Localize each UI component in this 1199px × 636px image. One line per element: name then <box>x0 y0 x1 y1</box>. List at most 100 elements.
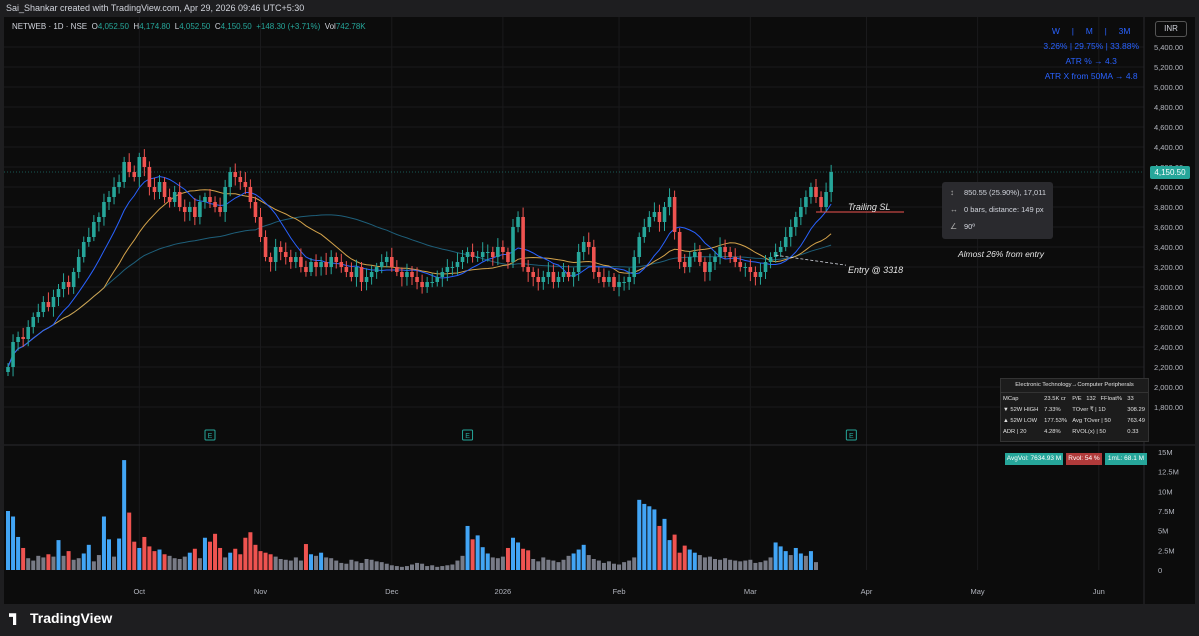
candle-body <box>248 187 253 202</box>
table-cell: FFloat% <box>1100 395 1123 402</box>
price-tick-label: 3,600.00 <box>1154 223 1183 232</box>
candle-body <box>364 277 369 282</box>
price-tick-label: 4,400.00 <box>1154 143 1183 152</box>
candle-body <box>324 262 328 267</box>
candle-body <box>799 207 803 217</box>
entry-line <box>775 254 847 266</box>
volume-bar <box>339 562 344 570</box>
price-volume-chart[interactable]: 5,400.00 5,200.00 5,000.00 4,800.00 4,600.00… <box>4 17 1195 604</box>
candle-body <box>642 227 647 237</box>
period-w: W <box>1051 26 1060 36</box>
volume-bar <box>591 558 596 570</box>
table-cell: 763.49 <box>1127 417 1145 424</box>
volume-bar <box>243 537 248 570</box>
ma-10-line <box>7 175 832 368</box>
onemil-badge: 1mL: 68.1 M <box>1105 453 1147 465</box>
candle-body <box>698 252 702 262</box>
sector-header: Electronic Technology→Computer Periphera… <box>1001 379 1148 393</box>
volume-bar <box>425 566 430 570</box>
candle-body <box>198 202 202 217</box>
candle-body <box>410 272 414 277</box>
volume-bar <box>783 551 788 570</box>
volume-bar <box>516 542 521 570</box>
table-row: ▼ 52W HIGH 7.33% TOver ₹ | 1D 308.29 <box>1001 404 1148 415</box>
table-cell: ADR | 20 <box>1003 428 1027 435</box>
earnings-marker-icon <box>845 429 857 441</box>
volume-bar <box>319 552 324 570</box>
candle-body <box>6 367 10 372</box>
volume-bar <box>238 554 243 570</box>
change-value: +148.30 (+3.71%) <box>256 22 321 31</box>
volume-bar <box>485 553 490 570</box>
low-label: L <box>174 22 180 31</box>
candle-body <box>112 187 116 197</box>
volume-bar <box>127 512 132 570</box>
candle-body <box>157 182 162 192</box>
angle-icon: ∠ <box>950 222 958 231</box>
volume-bar <box>354 561 359 570</box>
volume-bar <box>187 552 192 570</box>
volume-bar <box>359 562 364 570</box>
candle-body <box>824 192 828 207</box>
candle-body <box>137 157 142 177</box>
volume-bar <box>298 560 303 570</box>
candle-body <box>576 252 581 272</box>
earnings-marker-label: E <box>208 433 213 440</box>
price-tick-label: 2,800.00 <box>1154 303 1183 312</box>
candle-body <box>289 257 293 262</box>
candle-body <box>723 247 727 252</box>
volume-bar <box>172 558 177 570</box>
volume-bar <box>228 552 233 570</box>
volume-bar <box>167 555 172 570</box>
high-label: H <box>133 22 140 31</box>
candle-body <box>713 257 717 262</box>
candle-body <box>339 262 344 267</box>
volume-bar <box>702 557 707 570</box>
ma-20-line <box>7 189 832 368</box>
candle-body <box>829 172 833 192</box>
volume-bar <box>546 559 551 570</box>
candle-body <box>667 197 672 207</box>
candle-body <box>395 267 399 272</box>
candle-body <box>107 197 111 202</box>
volume-bar <box>91 561 96 570</box>
symbol-label: NETWEB · 1D · NSE <box>12 22 88 31</box>
candle-body <box>223 187 227 212</box>
volume-bar <box>581 544 586 570</box>
volume-bar <box>349 559 354 570</box>
volume-bar <box>768 557 773 570</box>
chart-area[interactable]: 5,400.00 5,200.00 5,000.00 4,800.00 4,600.00… <box>4 17 1195 604</box>
candle-body <box>132 172 137 177</box>
volume-bar <box>753 562 758 570</box>
earnings-marker-icon <box>462 429 474 441</box>
volume-bar <box>697 555 702 570</box>
candle-body <box>753 272 758 277</box>
volume-bar <box>309 554 313 570</box>
volume-bar <box>455 560 460 570</box>
volume-bar <box>324 557 329 570</box>
candle-body <box>359 267 364 282</box>
price-tick-label: 3,400.00 <box>1154 243 1183 252</box>
candle-body <box>152 187 157 192</box>
volume-bar <box>632 557 637 570</box>
price-tick-label: 5,000.00 <box>1154 83 1183 92</box>
volume-bar <box>536 561 541 570</box>
candle-body <box>384 257 389 262</box>
volume-bar <box>263 552 268 570</box>
volume-bar <box>652 509 657 570</box>
volume-bar <box>586 555 591 570</box>
volume-bar <box>56 540 61 570</box>
price-tick-label: 2,000.00 <box>1154 383 1183 392</box>
volume-tick-label: 10M <box>1158 487 1173 496</box>
price-range-icon: ↕ <box>950 188 954 197</box>
currency-button[interactable]: INR <box>1155 21 1187 37</box>
candle-body <box>71 272 76 287</box>
tradingview-logo[interactable]: TradingView <box>9 610 112 626</box>
volume-bar <box>253 544 258 570</box>
candle-body <box>768 257 773 262</box>
trailing-sl-label: Trailing SL <box>848 202 891 212</box>
candle-body <box>122 162 126 182</box>
price-tick-label: 2,600.00 <box>1154 323 1183 332</box>
volume-bar <box>21 547 26 570</box>
candle-body <box>561 272 566 277</box>
